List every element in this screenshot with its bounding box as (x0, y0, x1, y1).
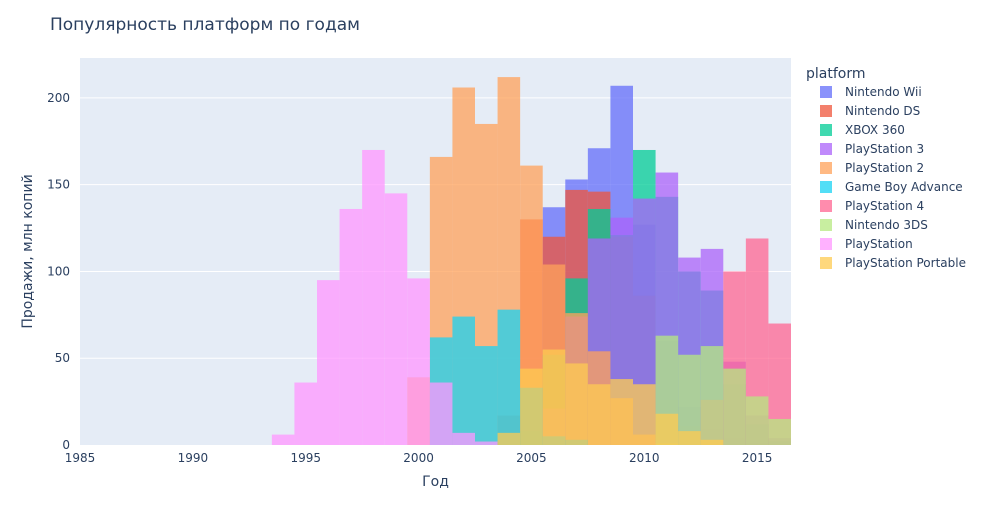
y-axis-title: Продажи, млн копий (20, 174, 36, 328)
x-tick-label: 2000 (403, 451, 434, 465)
bar (700, 346, 724, 445)
legend-swatch[interactable] (820, 143, 832, 155)
legend-label[interactable]: Nintendo Wii (845, 85, 922, 99)
bar (700, 439, 724, 445)
bar (475, 441, 498, 445)
bar (294, 382, 317, 445)
y-tick-label: 150 (47, 178, 70, 192)
bar (452, 432, 475, 445)
y-tick-label: 200 (47, 91, 70, 105)
legend-label[interactable]: PlayStation Portable (845, 256, 966, 270)
legend-label[interactable]: Nintendo 3DS (845, 218, 928, 232)
legend-title: platform (806, 66, 866, 82)
legend-swatch[interactable] (820, 162, 832, 174)
x-axis-title: Год (422, 474, 449, 490)
y-tick-label: 50 (55, 351, 70, 365)
bar (768, 323, 791, 445)
bar (452, 316, 475, 445)
y-axis-ticks: 0 50 100 150 200 (47, 91, 70, 452)
bar (429, 382, 453, 445)
y-tick-label: 100 (47, 264, 70, 278)
y-tick-label: 0 (62, 438, 70, 452)
x-tick-label: 1995 (290, 451, 321, 465)
bar (587, 384, 611, 445)
legend-label[interactable]: PlayStation 4 (845, 199, 924, 213)
legend-label[interactable]: PlayStation 2 (845, 161, 924, 175)
legend-label[interactable]: Nintendo DS (845, 104, 920, 118)
bar (655, 413, 679, 445)
bar (339, 208, 363, 445)
bar (475, 346, 498, 445)
bar (362, 149, 385, 445)
bar (678, 354, 701, 445)
bar (407, 278, 430, 445)
x-axis-ticks: 1985 1990 1995 2000 2005 2010 2015 (65, 451, 773, 465)
series-bars (497, 349, 724, 445)
x-tick-label: 2005 (516, 451, 547, 465)
bar (271, 434, 295, 445)
bars (271, 77, 791, 445)
x-tick-label: 2015 (742, 451, 773, 465)
bar (745, 396, 769, 445)
bar (678, 431, 701, 445)
x-tick-label: 1990 (178, 451, 209, 465)
bar (633, 384, 656, 445)
legend-swatch[interactable] (820, 219, 832, 231)
bar (542, 349, 566, 445)
series-bars (271, 149, 498, 445)
legend-swatch[interactable] (820, 238, 832, 250)
legend-label[interactable]: PlayStation 3 (845, 142, 924, 156)
bar (520, 368, 543, 445)
legend-swatch[interactable] (820, 124, 832, 136)
bar (633, 198, 656, 445)
legend-swatch[interactable] (820, 86, 832, 98)
bar (565, 363, 588, 445)
legend: platform Nintendo Wii Nintendo DS XBOX 360… (806, 66, 966, 270)
chart-title: Популярность платформ по годам (50, 15, 360, 35)
legend-swatch[interactable] (820, 181, 832, 193)
x-tick-label: 2010 (629, 451, 660, 465)
bar (497, 432, 521, 445)
legend-label[interactable]: PlayStation (845, 237, 913, 251)
bar (768, 418, 791, 445)
legend-swatch[interactable] (820, 200, 832, 212)
legend-label[interactable]: XBOX 360 (845, 123, 905, 137)
legend-label[interactable]: Game Boy Advance (845, 180, 963, 194)
bar (384, 193, 408, 445)
bar (610, 379, 633, 445)
x-tick-label: 1985 (65, 451, 96, 465)
legend-swatch[interactable] (820, 257, 832, 269)
bar (745, 238, 769, 445)
bar (497, 309, 521, 445)
bar (317, 280, 340, 445)
bar (723, 368, 746, 445)
legend-swatch[interactable] (820, 105, 832, 117)
